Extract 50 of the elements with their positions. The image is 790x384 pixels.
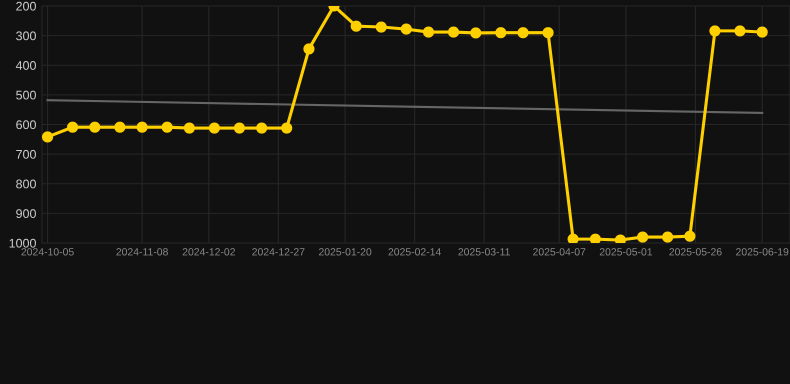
point (637, 232, 648, 243)
x-tick-label: 2024-12-02 (182, 248, 235, 256)
y-tick-label: 1000 (10, 238, 36, 248)
point (518, 27, 529, 38)
point (89, 122, 100, 133)
point (234, 122, 245, 134)
point (662, 232, 674, 243)
point (376, 21, 387, 33)
x-tick-label: 2025-05-01 (600, 248, 652, 256)
point (303, 43, 314, 55)
point (350, 20, 362, 32)
x-tick-label: 2025-04-07 (533, 248, 586, 256)
point (42, 131, 54, 142)
x-tick-label: 2024-10-05 (21, 248, 74, 256)
point (470, 27, 482, 39)
y-tick-label: 300 (16, 31, 36, 40)
y-tick-label: 200 (16, 2, 36, 11)
x-tick-label: 2025-05-26 (669, 248, 722, 256)
point (281, 122, 292, 134)
point (568, 234, 579, 243)
point (684, 230, 696, 242)
point (162, 122, 173, 133)
y-tick-label: 600 (16, 120, 36, 130)
point (756, 26, 768, 38)
point (208, 122, 220, 134)
x-tick-label: 2025-06-19 (736, 248, 788, 256)
point (256, 122, 268, 134)
x-tick-label: 2025-01-20 (318, 248, 372, 256)
point (136, 122, 148, 133)
x-tick-label: 2025-02-14 (388, 248, 441, 256)
point (400, 24, 412, 35)
point (448, 26, 460, 38)
y-tick-label: 400 (16, 61, 36, 70)
x-tick-label: 2024-12-27 (252, 248, 304, 256)
y-tick-label: 500 (16, 90, 36, 100)
y-tick-label: 700 (16, 150, 36, 159)
point (114, 122, 126, 133)
point (542, 27, 554, 38)
y-tick-label: 800 (16, 180, 36, 188)
point (709, 25, 720, 36)
x-tick-label: 2025-03-11 (458, 248, 510, 256)
point (67, 122, 78, 133)
point (614, 234, 626, 243)
point (184, 122, 195, 134)
point (422, 26, 434, 38)
point (590, 234, 601, 243)
point (495, 27, 506, 38)
y-tick-label: 900 (16, 209, 36, 218)
point (734, 25, 746, 36)
x-tick-label: 2024-11-08 (116, 248, 168, 256)
